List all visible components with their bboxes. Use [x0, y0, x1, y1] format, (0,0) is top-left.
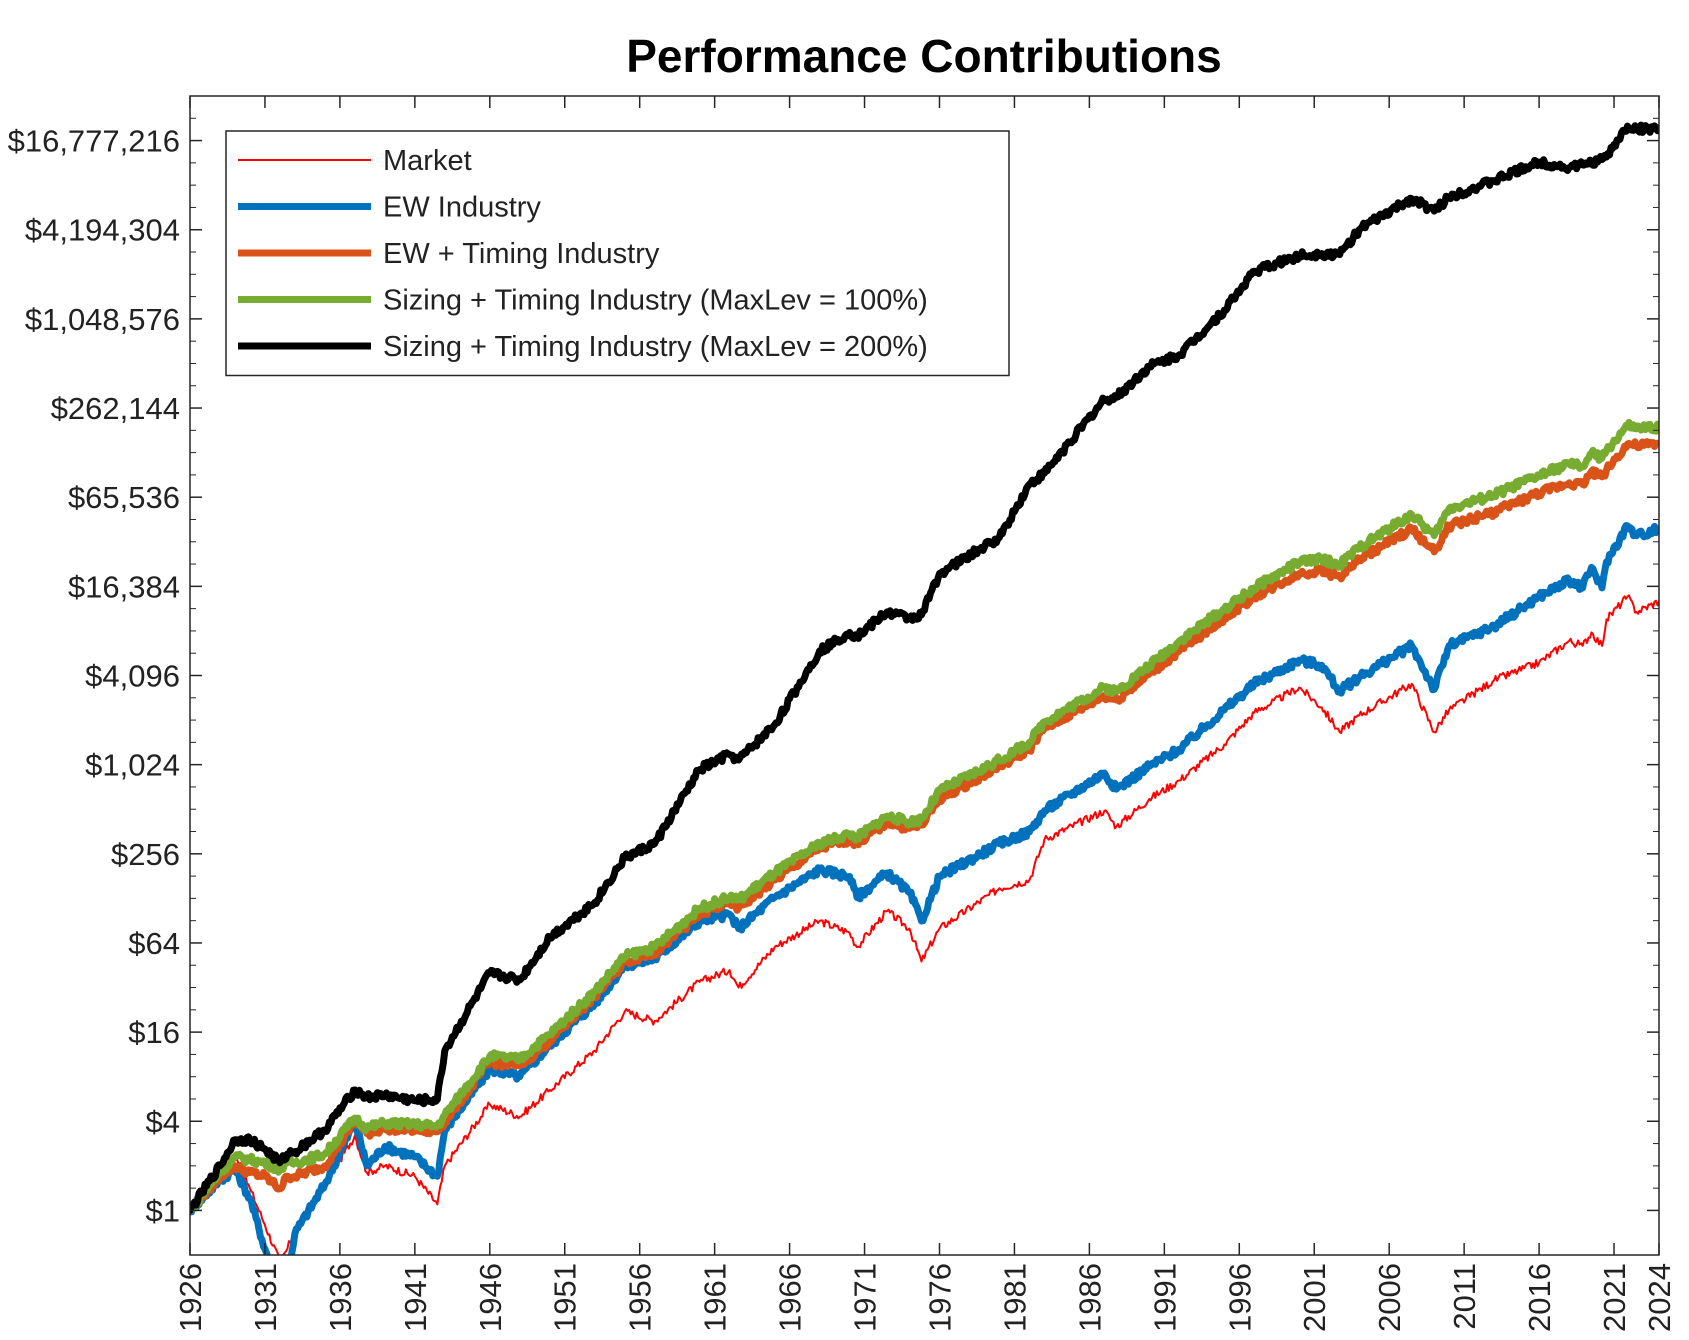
xtick-label-16: 2006	[1372, 1263, 1407, 1332]
ytick-label-8: $65,536	[68, 480, 180, 515]
series-line-3	[190, 418, 1659, 1214]
xtick-label-15: 2001	[1297, 1263, 1332, 1332]
legend-label-4: Sizing + Timing Industry (MaxLev = 200%)	[383, 331, 928, 363]
ytick-label-0: $1	[146, 1193, 180, 1228]
xtick-label-20: 2024	[1642, 1263, 1677, 1332]
xtick-label-0: 1926	[173, 1263, 208, 1332]
xtick-label-8: 1966	[773, 1263, 808, 1332]
xtick-label-14: 1996	[1222, 1263, 1257, 1332]
xtick-label-10: 1976	[922, 1263, 957, 1332]
ytick-label-9: $262,144	[51, 391, 180, 426]
chart-title: Performance Contributions	[626, 30, 1222, 82]
legend-label-3: Sizing + Timing Industry (MaxLev = 100%)	[383, 285, 928, 317]
legend-label-0: Market	[383, 145, 472, 177]
xtick-label-11: 1981	[997, 1263, 1032, 1332]
xtick-label-6: 1956	[623, 1263, 658, 1332]
legend-label-1: EW Industry	[383, 192, 541, 224]
ytick-label-7: $16,384	[68, 569, 180, 604]
xtick-label-4: 1946	[473, 1263, 508, 1332]
series-layer	[190, 121, 1659, 1255]
series-line-1	[190, 522, 1659, 1255]
xtick-label-13: 1991	[1147, 1263, 1182, 1332]
xtick-label-5: 1951	[548, 1263, 583, 1332]
xtick-label-9: 1971	[848, 1263, 883, 1332]
legend: Market EW Industry EW + Timing Industry Siz…	[225, 130, 1010, 377]
xtick-label-18: 2016	[1522, 1263, 1557, 1332]
ytick-label-10: $1,048,576	[25, 302, 180, 337]
series-line-0	[190, 594, 1659, 1255]
xtick-label-3: 1941	[398, 1263, 433, 1332]
ytick-label-1: $4	[146, 1104, 180, 1139]
xtick-label-12: 1986	[1072, 1263, 1107, 1332]
xtick-label-1: 1931	[248, 1263, 283, 1332]
xtick-label-17: 2011	[1447, 1263, 1482, 1330]
xtick-label-2: 1936	[323, 1263, 358, 1332]
xtick-label-19: 2021	[1597, 1263, 1632, 1332]
legend-label-2: EW + Timing Industry	[383, 238, 660, 270]
series-line-4	[190, 121, 1659, 1214]
ytick-label-12: $16,777,216	[8, 124, 180, 159]
series-line-2	[190, 438, 1659, 1214]
xtick-label-7: 1961	[698, 1263, 733, 1332]
ytick-label-5: $1,024	[85, 748, 180, 783]
ytick-label-4: $256	[111, 837, 180, 872]
ytick-label-6: $4,096	[85, 659, 180, 694]
ytick-label-2: $16	[128, 1015, 180, 1050]
ytick-label-3: $64	[128, 926, 180, 961]
ytick-label-11: $4,194,304	[25, 213, 180, 248]
axes-layer: $1 $4 $16 $64 $256 $1,024 $4,096 $16,384 $65,536…	[8, 95, 1677, 1332]
